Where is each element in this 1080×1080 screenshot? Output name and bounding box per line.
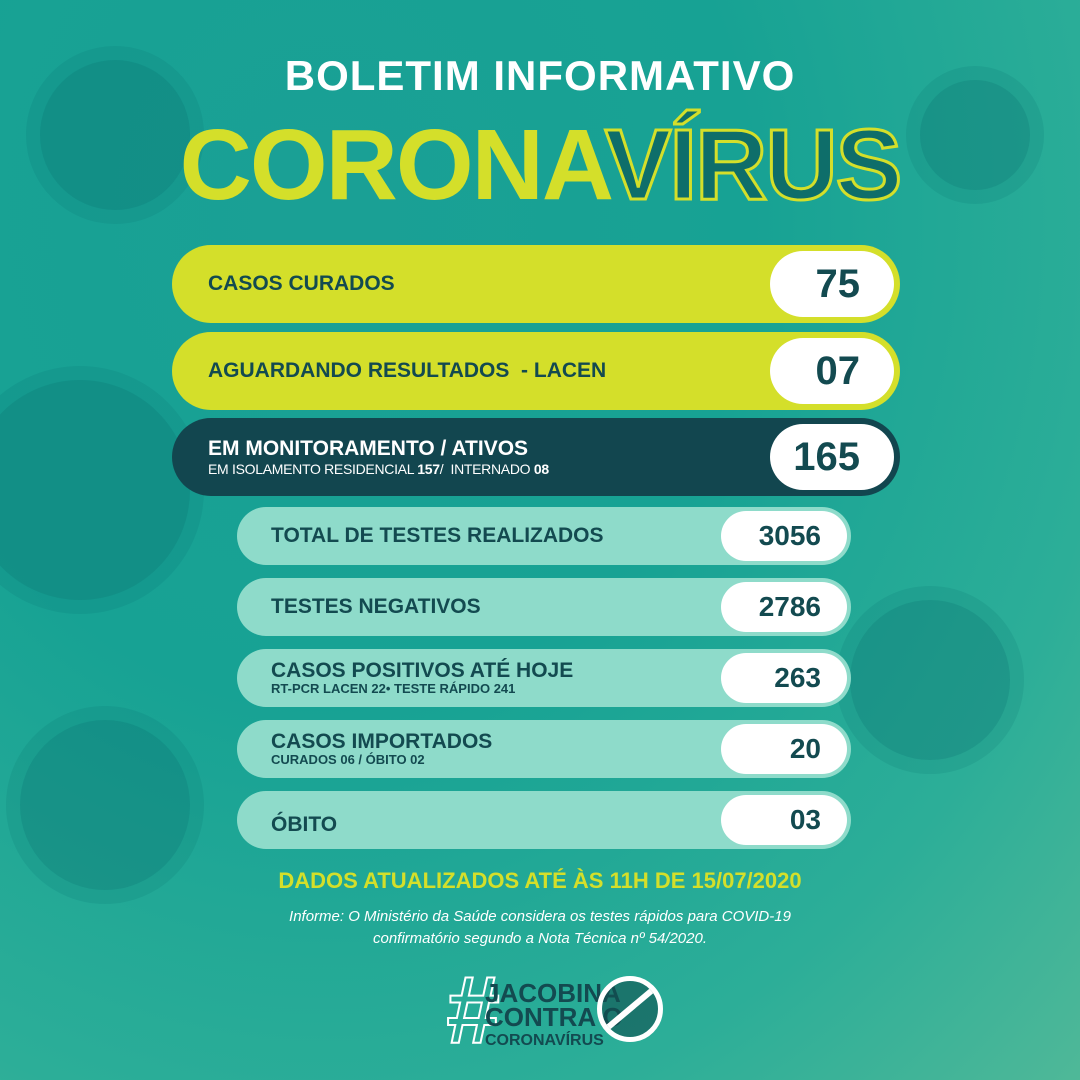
stat-label: TESTES NEGATIVOS bbox=[271, 595, 481, 618]
stat-imported-cases: CASOS IMPORTADOS CURADOS 06 / ÓBITO 02 20 bbox=[237, 720, 851, 778]
hashtag-icon: # bbox=[444, 957, 499, 1064]
stat-value: 75 bbox=[770, 251, 894, 317]
isolation-count: 157 bbox=[417, 461, 440, 477]
hospitalized-label: / INTERNADO bbox=[439, 461, 534, 477]
virus-decoration-icon bbox=[920, 80, 1030, 190]
stat-sublabel: CURADOS 06 / ÓBITO 02 bbox=[271, 751, 425, 767]
stat-value: 07 bbox=[770, 338, 894, 404]
stat-value: 20 bbox=[721, 724, 847, 774]
virus-decoration-icon bbox=[20, 720, 190, 890]
coronavirus-heading: CORONAVÍRUS bbox=[0, 109, 1080, 222]
virus-decoration-icon bbox=[40, 60, 190, 210]
no-virus-icon bbox=[597, 976, 663, 1042]
updated-notice: DADOS ATUALIZADOS ATÉ ÀS 11H DE 15/07/20… bbox=[278, 868, 802, 893]
stat-label: CASOS POSITIVOS ATÉ HOJE bbox=[271, 658, 574, 682]
stat-value: 165 bbox=[770, 424, 894, 490]
virus-decoration-icon bbox=[0, 380, 190, 600]
stat-label: ÓBITO bbox=[271, 813, 338, 836]
stat-label: EM MONITORAMENTO / ATIVOS bbox=[208, 437, 529, 460]
logo-line: CORONAVÍRUS bbox=[485, 1032, 604, 1049]
info-note: Informe: O Ministério da Saúde considera… bbox=[0, 906, 1080, 950]
campaign-logo: # JACOBINA CONTRA O CORONAVÍRUS bbox=[444, 957, 670, 1064]
info-line: Informe: O Ministério da Saúde considera… bbox=[289, 908, 791, 925]
stat-label: AGUARDANDO RESULTADOS - LACEN bbox=[208, 359, 607, 382]
stat-awaiting: AGUARDANDO RESULTADOS - LACEN 07 bbox=[172, 332, 900, 410]
stat-total-tests: TOTAL DE TESTES REALIZADOS 3056 bbox=[237, 507, 851, 565]
stat-value: 3056 bbox=[721, 511, 847, 561]
stat-deaths: ÓBITO 03 bbox=[237, 791, 851, 849]
stat-value: 263 bbox=[721, 653, 847, 703]
stat-monitoring: EM MONITORAMENTO / ATIVOS EM ISOLAMENTO … bbox=[172, 418, 900, 496]
bulletin-title: BOLETIM INFORMATIVO bbox=[284, 52, 796, 99]
heading-filled-word: CORONA bbox=[179, 109, 607, 221]
stat-value: 03 bbox=[721, 795, 847, 845]
stat-cured: CASOS CURADOS 75 bbox=[172, 245, 900, 323]
virus-decoration-icon bbox=[850, 600, 1010, 760]
stat-value: 2786 bbox=[721, 582, 847, 632]
hospitalized-count: 08 bbox=[533, 461, 549, 477]
stat-sublabel: EM ISOLAMENTO RESIDENCIAL 157/ INTERNADO… bbox=[208, 461, 549, 477]
stat-label: CASOS CURADOS bbox=[208, 272, 395, 295]
stat-sublabel: RT-PCR LACEN 22• TESTE RÁPIDO 241 bbox=[271, 680, 516, 696]
isolation-label: EM ISOLAMENTO RESIDENCIAL bbox=[208, 461, 418, 477]
heading-outline-word: VÍRUS bbox=[603, 109, 904, 222]
stat-label: TOTAL DE TESTES REALIZADOS bbox=[271, 524, 604, 547]
stat-negative-tests: TESTES NEGATIVOS 2786 bbox=[237, 578, 851, 636]
info-line: confirmatório segundo a Nota Técnica nº … bbox=[372, 930, 707, 947]
stat-positive-cases: CASOS POSITIVOS ATÉ HOJE RT-PCR LACEN 22•… bbox=[237, 649, 851, 707]
stat-label: CASOS IMPORTADOS bbox=[271, 729, 493, 753]
